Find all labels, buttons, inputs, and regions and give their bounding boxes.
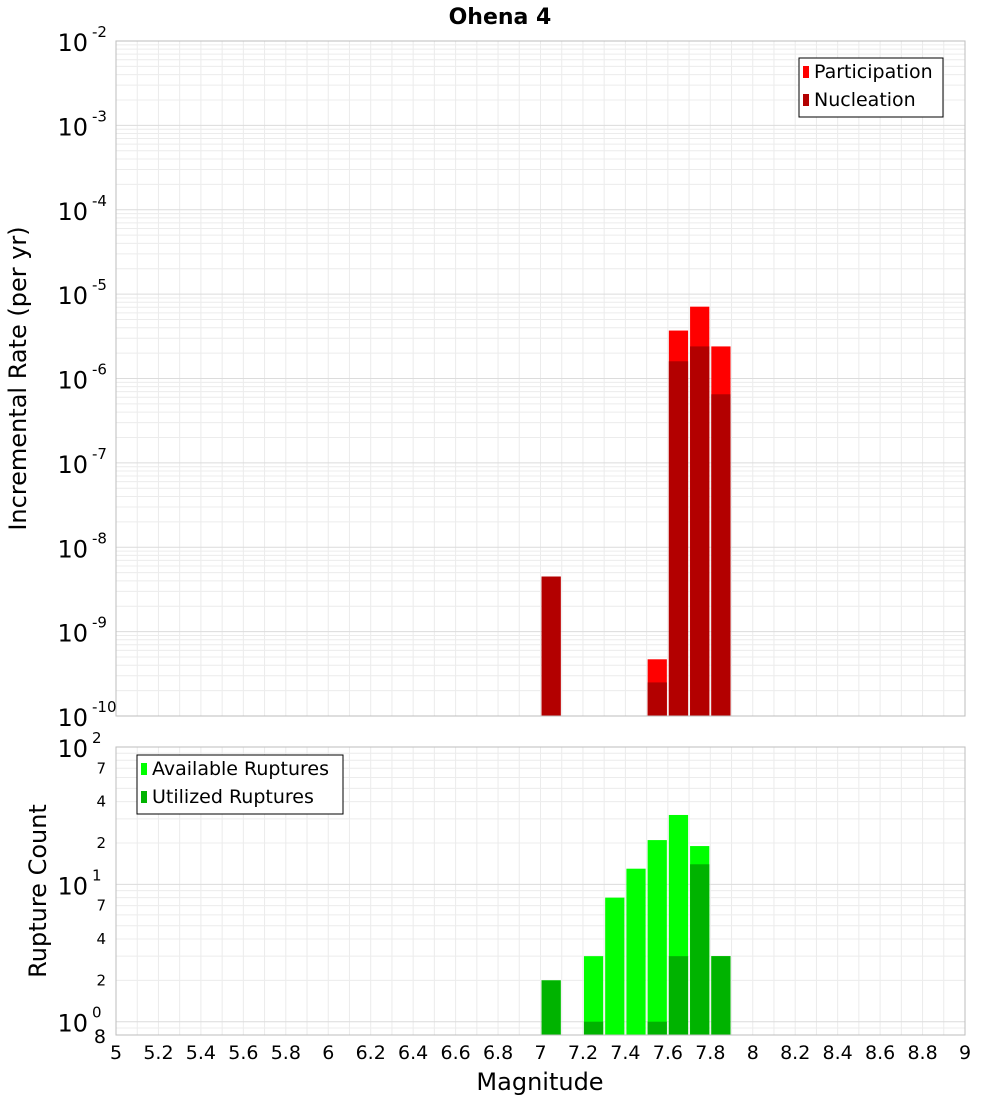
y-tick-label-base: 10 — [57, 113, 88, 141]
bar — [583, 956, 604, 1035]
y-tick-label-base: 10 — [57, 872, 88, 900]
legend-bottom: Available Ruptures Utilized Ruptures — [136, 754, 344, 815]
bar — [668, 361, 689, 716]
legend-label: Utilized Ruptures — [152, 786, 314, 808]
x-tick-label: 7 — [534, 1042, 546, 1064]
x-tick-label: 6.2 — [356, 1042, 386, 1064]
y-tick-label-base: 10 — [57, 367, 88, 395]
y-axis-label: Incremental Rate (per yr) — [4, 226, 32, 530]
y-tick-label-exponent: -9 — [92, 614, 107, 632]
legend-label: Available Ruptures — [152, 758, 329, 780]
bar — [605, 897, 625, 1035]
x-tick-label: 6.6 — [440, 1042, 470, 1064]
y-tick-label-exponent: 1 — [92, 866, 102, 884]
y-axis-label: Rupture Count — [24, 804, 52, 978]
bar — [647, 840, 667, 1035]
x-tick-label: 5 — [110, 1042, 122, 1064]
y-minor-tick-label: 2 — [96, 971, 106, 989]
legend-label: Nucleation — [814, 89, 916, 111]
y-minor-tick-label: 4 — [96, 930, 106, 948]
x-tick-label: 6.8 — [483, 1042, 513, 1064]
chart-title: Ohena 4 — [449, 5, 552, 30]
x-tick-label: 5.4 — [186, 1042, 216, 1064]
series-utilized-ruptures — [541, 864, 731, 1035]
bar — [647, 682, 667, 716]
y-tick-label-exponent: -7 — [92, 445, 107, 463]
legend-swatch — [803, 94, 809, 106]
bar — [690, 346, 710, 716]
y-tick-label-base: 10 — [57, 620, 88, 648]
bar — [626, 868, 646, 1035]
y-minor-tick-label: 4 — [96, 793, 106, 811]
x-tick-label: 5.8 — [271, 1042, 301, 1064]
y-tick-label-exponent: 2 — [92, 729, 102, 747]
x-axis-label: Magnitude — [476, 1068, 603, 1096]
bottom-plot-frame — [115, 746, 966, 1036]
x-tick-label: 7.8 — [695, 1042, 725, 1064]
y-tick-label-exponent: -5 — [92, 276, 107, 294]
y-tick-label-base: 10 — [57, 1010, 88, 1038]
y-tick-label-exponent: -2 — [92, 23, 107, 41]
legend-frame — [136, 754, 344, 815]
x-tick-label: 8.2 — [780, 1042, 810, 1064]
y-tick-label-base: 10 — [57, 198, 88, 226]
legend-label: Participation — [814, 61, 933, 83]
bar — [541, 980, 561, 1035]
y-tick-label-exponent: -3 — [92, 107, 107, 125]
x-tick-label: 8.6 — [865, 1042, 895, 1064]
y-tick-label-exponent: -8 — [92, 529, 107, 547]
x-tick-label: 5.6 — [228, 1042, 258, 1064]
y-minor-tick-label: 7 — [96, 897, 106, 915]
y-tick-label-base: 10 — [57, 29, 88, 57]
bar — [647, 1021, 667, 1035]
y-tick-label-exponent: -10 — [92, 698, 117, 716]
x-tick-label: 8.8 — [907, 1042, 937, 1064]
y-tick-label-base: 10 — [57, 704, 88, 732]
y-tick-label-exponent: -4 — [92, 192, 107, 210]
top-grid — [115, 40, 966, 717]
legend-frame — [798, 57, 944, 118]
x-tick-label: 5.2 — [143, 1042, 173, 1064]
y-tick-label-base: 10 — [57, 735, 88, 763]
legend-swatch — [803, 66, 809, 78]
x-tick-label: 8 — [747, 1042, 759, 1064]
top-plot-frame — [115, 40, 966, 717]
y-minor-tick-label: 2 — [96, 834, 106, 852]
legend-top: Participation Nucleation — [798, 57, 944, 118]
legend-swatch — [141, 763, 147, 775]
y-tick-label-exponent: 0 — [92, 1004, 102, 1022]
y-tick-label-base: 10 — [57, 535, 88, 563]
y-minor-tick-label: 8 — [94, 1026, 106, 1048]
bar — [583, 1021, 604, 1035]
bar — [711, 956, 731, 1035]
x-tick-label: 8.4 — [823, 1042, 853, 1064]
bar — [668, 956, 689, 1035]
x-tick-label: 6 — [322, 1042, 334, 1064]
legend-swatch — [141, 791, 147, 803]
x-tick-label: 6.4 — [398, 1042, 428, 1064]
x-tick-label: 9 — [959, 1042, 971, 1064]
y-tick-label-base: 10 — [57, 451, 88, 479]
bar — [690, 864, 710, 1035]
bar — [541, 576, 561, 716]
y-tick-label-base: 10 — [57, 282, 88, 310]
bar — [711, 394, 731, 716]
x-tick-label: 7.6 — [653, 1042, 683, 1064]
x-tick-label: 7.2 — [568, 1042, 598, 1064]
series-nucleation — [541, 346, 731, 716]
x-tick-label: 7.4 — [610, 1042, 640, 1064]
y-tick-label-exponent: -6 — [92, 361, 107, 379]
y-minor-tick-label: 7 — [96, 759, 106, 777]
